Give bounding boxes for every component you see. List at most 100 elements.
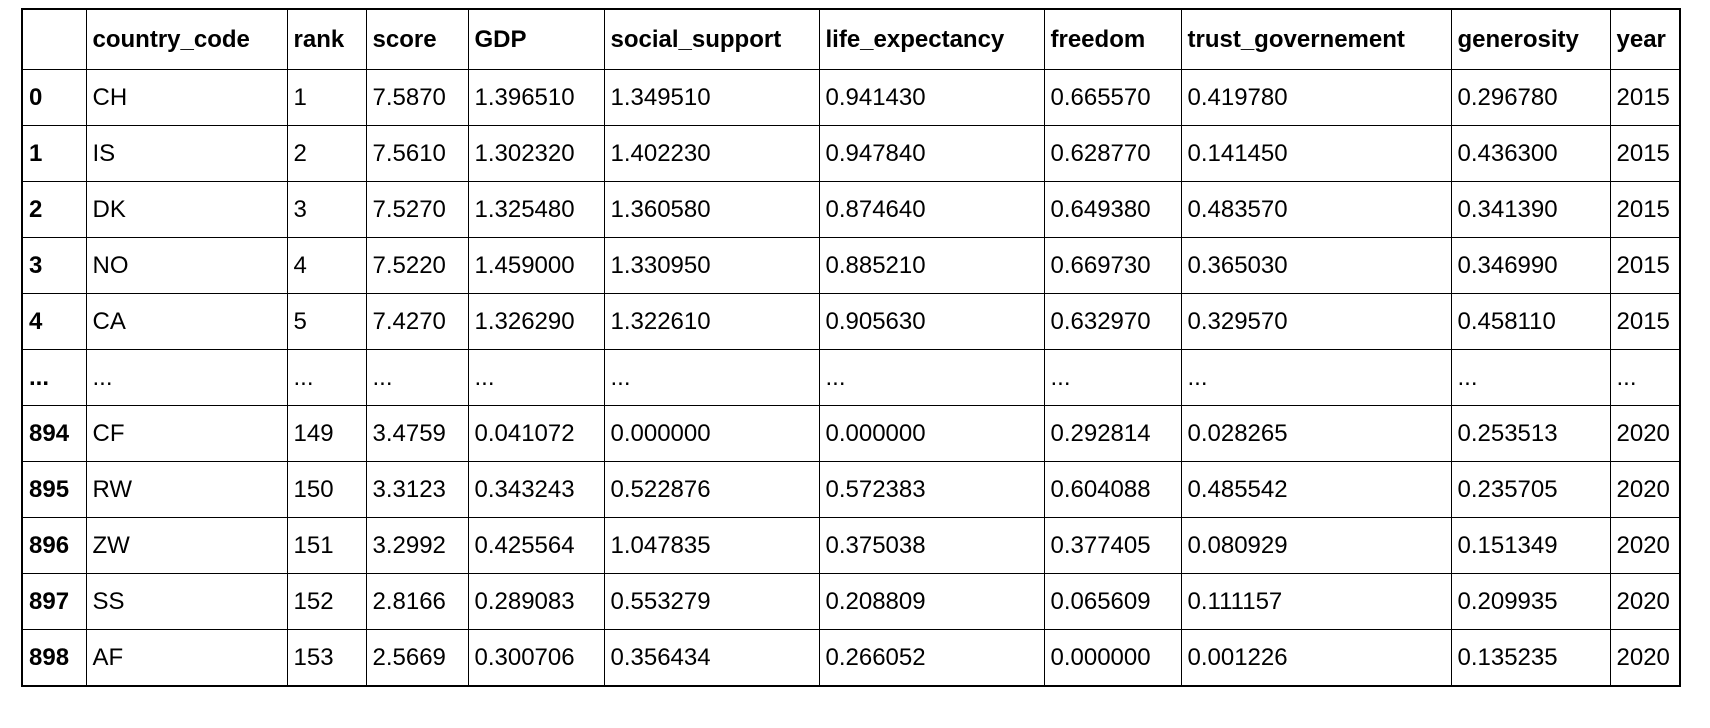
- rank-cell: 1: [286, 69, 367, 126]
- year-cell: 2020: [1609, 461, 1681, 518]
- life-expectancy-cell: 0.941430: [818, 69, 1045, 126]
- rank-cell: 4: [286, 237, 367, 294]
- table-row: 4 CA 5 7.4270 1.326290 1.322610 0.905630 0.6329…: [21, 293, 1681, 350]
- trust-governement-cell: 0.001226: [1180, 629, 1452, 687]
- header-gdp: GDP: [467, 8, 605, 70]
- gdp-cell: 1.302320: [467, 125, 605, 182]
- row-index: 897: [21, 573, 87, 630]
- freedom-cell: 0.065609: [1043, 573, 1182, 630]
- header-index: [21, 8, 87, 70]
- year-cell: 2020: [1609, 405, 1681, 462]
- row-index: 895: [21, 461, 87, 518]
- row-index: 0: [21, 69, 87, 126]
- header-score: score: [365, 8, 469, 70]
- row-index: 898: [21, 629, 87, 687]
- generosity-cell: ...: [1450, 349, 1611, 406]
- country-code-cell: SS: [85, 573, 288, 630]
- freedom-cell: 0.292814: [1043, 405, 1182, 462]
- life-expectancy-cell: 0.885210: [818, 237, 1045, 294]
- generosity-cell: 0.346990: [1450, 237, 1611, 294]
- social-support-cell: 1.047835: [603, 517, 820, 574]
- rank-cell: 150: [286, 461, 367, 518]
- generosity-cell: 0.235705: [1450, 461, 1611, 518]
- header-generosity: generosity: [1450, 8, 1611, 70]
- social-support-cell: 1.330950: [603, 237, 820, 294]
- dataframe-table: country_code rank score GDP social_suppo…: [21, 8, 1681, 687]
- generosity-cell: 0.135235: [1450, 629, 1611, 687]
- rank-cell: 5: [286, 293, 367, 350]
- freedom-cell: 0.665570: [1043, 69, 1182, 126]
- score-cell: 3.2992: [365, 517, 469, 574]
- rank-cell: 2: [286, 125, 367, 182]
- life-expectancy-cell: 0.947840: [818, 125, 1045, 182]
- row-index: ...: [21, 349, 87, 406]
- generosity-cell: 0.341390: [1450, 181, 1611, 238]
- row-index: 894: [21, 405, 87, 462]
- social-support-cell: 0.000000: [603, 405, 820, 462]
- row-index: 3: [21, 237, 87, 294]
- gdp-cell: 0.041072: [467, 405, 605, 462]
- score-cell: 7.4270: [365, 293, 469, 350]
- freedom-cell: ...: [1043, 349, 1182, 406]
- table-row: 0 CH 1 7.5870 1.396510 1.349510 0.941430 0.6655…: [21, 69, 1681, 126]
- score-cell: 2.5669: [365, 629, 469, 687]
- header-year: year: [1609, 8, 1681, 70]
- gdp-cell: 1.325480: [467, 181, 605, 238]
- life-expectancy-cell: ...: [818, 349, 1045, 406]
- country-code-cell: AF: [85, 629, 288, 687]
- trust-governement-cell: 0.141450: [1180, 125, 1452, 182]
- freedom-cell: 0.604088: [1043, 461, 1182, 518]
- social-support-cell: 1.349510: [603, 69, 820, 126]
- country-code-cell: ...: [85, 349, 288, 406]
- score-cell: 7.5270: [365, 181, 469, 238]
- gdp-cell: 1.326290: [467, 293, 605, 350]
- country-code-cell: CH: [85, 69, 288, 126]
- social-support-cell: 1.322610: [603, 293, 820, 350]
- header-row: country_code rank score GDP social_suppo…: [21, 8, 1681, 70]
- table-row: 1 IS 2 7.5610 1.302320 1.402230 0.947840 0.6287…: [21, 125, 1681, 182]
- year-cell: 2020: [1609, 517, 1681, 574]
- score-cell: 7.5610: [365, 125, 469, 182]
- social-support-cell: ...: [603, 349, 820, 406]
- rank-cell: 151: [286, 517, 367, 574]
- freedom-cell: 0.632970: [1043, 293, 1182, 350]
- social-support-cell: 1.402230: [603, 125, 820, 182]
- life-expectancy-cell: 0.266052: [818, 629, 1045, 687]
- country-code-cell: RW: [85, 461, 288, 518]
- gdp-cell: 0.289083: [467, 573, 605, 630]
- table-row: 896 ZW 151 3.2992 0.425564 1.047835 0.375038 0.…: [21, 517, 1681, 574]
- generosity-cell: 0.209935: [1450, 573, 1611, 630]
- trust-governement-cell: 0.419780: [1180, 69, 1452, 126]
- score-cell: 2.8166: [365, 573, 469, 630]
- score-cell: 7.5870: [365, 69, 469, 126]
- year-cell: 2020: [1609, 573, 1681, 630]
- header-freedom: freedom: [1043, 8, 1182, 70]
- rank-cell: 3: [286, 181, 367, 238]
- row-index: 896: [21, 517, 87, 574]
- year-cell: 2015: [1609, 69, 1681, 126]
- table-row: 2 DK 3 7.5270 1.325480 1.360580 0.874640 0.6493…: [21, 181, 1681, 238]
- trust-governement-cell: 0.365030: [1180, 237, 1452, 294]
- freedom-cell: 0.628770: [1043, 125, 1182, 182]
- life-expectancy-cell: 0.208809: [818, 573, 1045, 630]
- country-code-cell: ZW: [85, 517, 288, 574]
- country-code-cell: DK: [85, 181, 288, 238]
- life-expectancy-cell: 0.572383: [818, 461, 1045, 518]
- table-row: 3 NO 4 7.5220 1.459000 1.330950 0.885210 0.6697…: [21, 237, 1681, 294]
- life-expectancy-cell: 0.375038: [818, 517, 1045, 574]
- header-social-support: social_support: [603, 8, 820, 70]
- social-support-cell: 0.522876: [603, 461, 820, 518]
- table-row: .................................: [21, 349, 1681, 406]
- gdp-cell: 0.343243: [467, 461, 605, 518]
- row-index: 4: [21, 293, 87, 350]
- generosity-cell: 0.253513: [1450, 405, 1611, 462]
- header-trust-governement: trust_governement: [1180, 8, 1452, 70]
- country-code-cell: IS: [85, 125, 288, 182]
- rank-cell: 149: [286, 405, 367, 462]
- life-expectancy-cell: 0.905630: [818, 293, 1045, 350]
- freedom-cell: 0.000000: [1043, 629, 1182, 687]
- generosity-cell: 0.436300: [1450, 125, 1611, 182]
- year-cell: 2020: [1609, 629, 1681, 687]
- trust-governement-cell: 0.485542: [1180, 461, 1452, 518]
- life-expectancy-cell: 0.000000: [818, 405, 1045, 462]
